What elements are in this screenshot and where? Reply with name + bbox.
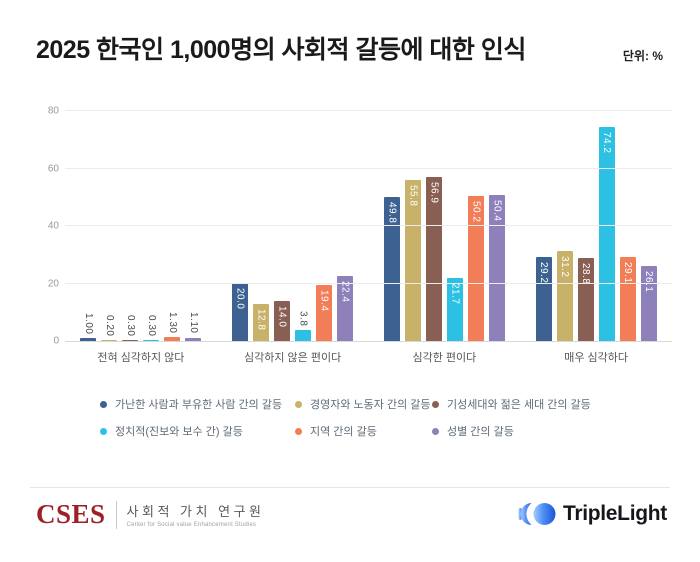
bar-value-label: 31.2 (559, 255, 571, 278)
x-axis-label-3: 매우 심각하다 (564, 352, 629, 364)
legend-item-5: 성별 간의 갈등 (432, 423, 591, 439)
bar-series5-cat3: 26.1 (640, 265, 657, 341)
y-axis-tick-40: 40 (47, 220, 59, 232)
bar-value-label: 1.10 (187, 312, 199, 334)
bar-group-1: 20.0 12.8 14.0 3.8 19.4 22.4 (217, 111, 369, 341)
bar-value-label: 1.00 (82, 312, 94, 335)
bar-series1-cat3: 31.2 (556, 250, 573, 341)
bar-value-label: 49.8 (386, 202, 398, 224)
bar-group-0: 1.00 0.20 0.30 0.30 1.30 1.10 (65, 111, 217, 341)
bar-value-label: 50.2 (470, 201, 482, 223)
cses-logo-separator (115, 500, 117, 529)
footer-divider (30, 487, 670, 488)
legend-dot-icon (100, 427, 107, 435)
x-axis-label-0: 전혀 심각하지 않다 (97, 352, 185, 364)
gridline-20 (65, 282, 672, 284)
bar-series2-cat1: 14.0 (274, 300, 291, 341)
bar-value-label: 22.4 (339, 281, 351, 303)
bar-value-label: 21.7 (449, 283, 461, 305)
chart-legend: 가난한 사람과 부유한 사람 간의 갈등 경영자와 노동자 간의 갈등 기성세대와 … (100, 396, 591, 439)
x-axis-label-1: 심각하지 않은 편이다 (244, 352, 342, 364)
bar-chart-plot-area: 1.00 0.20 0.30 0.30 1.30 1.10 20.0 12.8 14.0 3.8 1… (48, 106, 672, 347)
y-axis-tick-20: 20 (47, 278, 59, 289)
legend-label: 지역 간의 갈등 (310, 426, 377, 438)
bar-series0-cat1: 20.0 (232, 283, 249, 341)
bar-value-label: 55.8 (407, 184, 419, 207)
bar-value-label: 19.4 (318, 289, 330, 312)
bar-value-label: 28.8 (580, 262, 592, 285)
bar-series5-cat0: 1.10 (185, 312, 202, 341)
legend-item-4: 지역 간의 갈등 (295, 423, 432, 439)
gridline-40 (65, 225, 672, 226)
legend-label: 기성세대와 젊은 세대 간의 갈등 (447, 399, 591, 411)
bar-value-label: 1.30 (166, 311, 178, 334)
legend-label: 성별 간의 갈등 (447, 426, 514, 438)
bar-series4-cat3: 29.1 (619, 256, 636, 341)
cses-english-name: Center for Social value Enhancement Stud… (126, 522, 257, 528)
page-title: 2025 한국인 1,000명의 사회적 갈등에 대한 인식 (36, 36, 526, 64)
bar-group-3: 29.2 31.2 28.8 74.2 29.1 26.1 (520, 111, 672, 341)
bar-series0-cat3: 29.2 (535, 256, 552, 341)
bar-group-2: 49.8 55.8 56.9 21.7 50.2 50.4 (369, 111, 521, 341)
legend-label: 가난한 사람과 부유한 사람 간의 갈등 (115, 399, 283, 411)
legend-item-0: 가난한 사람과 부유한 사람 간의 갈등 (100, 396, 295, 412)
bar-series2-cat2: 56.9 (425, 176, 442, 341)
bar-series1-cat1: 12.8 (253, 304, 270, 341)
bar-series3-cat3: 74.2 (598, 126, 615, 341)
unit-label: 단위: % (622, 49, 663, 63)
bar-series1-cat0: 0.20 (101, 315, 118, 341)
bar-series0-cat2: 49.8 (383, 197, 400, 341)
bar-value-label: 0.30 (124, 314, 136, 337)
bar-series5-cat2: 50.4 (488, 195, 505, 341)
triplelight-wordmark: TripleLight (562, 502, 667, 525)
bar-series4-cat1: 19.4 (316, 284, 333, 341)
bar-value-label: 0.30 (145, 314, 157, 337)
bar-series5-cat1: 22.4 (337, 276, 354, 341)
legend-item-3: 정치적(진보와 보수 간) 갈등 (100, 423, 295, 439)
bar-series2-cat3: 28.8 (577, 257, 594, 341)
bar-series4-cat0: 1.30 (164, 312, 181, 341)
y-axis-tick-80: 80 (47, 105, 59, 117)
bar-value-label: 12.8 (255, 309, 267, 331)
bar-series1-cat2: 55.8 (404, 179, 421, 341)
legend-dot-icon (295, 427, 302, 435)
gridline-80 (65, 110, 672, 111)
gridline-60 (65, 167, 672, 169)
legend-item-2: 기성세대와 젊은 세대 간의 갈등 (432, 396, 591, 412)
bar-value-label: 56.9 (428, 181, 440, 204)
bar-value-label: 50.4 (491, 200, 503, 222)
triplelight-icon (518, 503, 556, 525)
bar-series2-cat0: 0.30 (122, 315, 139, 341)
bar-value-label: 3.8 (297, 310, 309, 327)
bar-series4-cat2: 50.2 (467, 196, 484, 341)
x-axis-label-2: 심각한 편이다 (412, 352, 477, 364)
cses-logo: CSES 사회적 가치 연구원 Center for Social value … (36, 499, 264, 530)
bar-groups: 1.00 0.20 0.30 0.30 1.30 1.10 20.0 12.8 14.0 3.8 1… (65, 111, 672, 341)
legend-dot-icon (100, 400, 107, 408)
cses-acronym: CSES (36, 499, 106, 529)
bar-series3-cat2: 21.7 (446, 278, 463, 341)
legend-dot-icon (432, 400, 439, 408)
legend-item-1: 경영자와 노동자 간의 갈등 (295, 396, 432, 412)
legend-dot-icon (432, 427, 439, 435)
bar-series0-cat0: 1.00 (80, 313, 97, 341)
bar-value-label: 20.0 (234, 288, 246, 310)
x-axis-labels: 전혀 심각하지 않다 심각하지 않은 편이다 심각한 편이다 매우 심각하다 (65, 349, 672, 365)
bar-value-label: 29.1 (622, 261, 634, 284)
y-axis-tick-60: 60 (47, 163, 59, 174)
bar-value-label: 26.1 (643, 270, 655, 293)
bar-series3-cat0: 0.30 (143, 315, 160, 341)
legend-dot-icon (295, 400, 302, 408)
legend-label: 경영자와 노동자 간의 갈등 (310, 399, 431, 411)
legend-label: 정치적(진보와 보수 간) 갈등 (115, 426, 243, 438)
cses-korean-name: 사회적 가치 연구원 (126, 504, 265, 519)
y-axis-tick-0: 0 (53, 335, 59, 347)
bar-series3-cat1: 3.8 (295, 311, 312, 341)
triplelight-logo: TripleLight (518, 501, 667, 527)
bar-value-label: 14.0 (276, 305, 288, 328)
bar-value-label: 29.2 (538, 261, 550, 284)
bar-value-label: 74.2 (601, 131, 613, 154)
bar-value-label: 0.20 (103, 314, 115, 337)
